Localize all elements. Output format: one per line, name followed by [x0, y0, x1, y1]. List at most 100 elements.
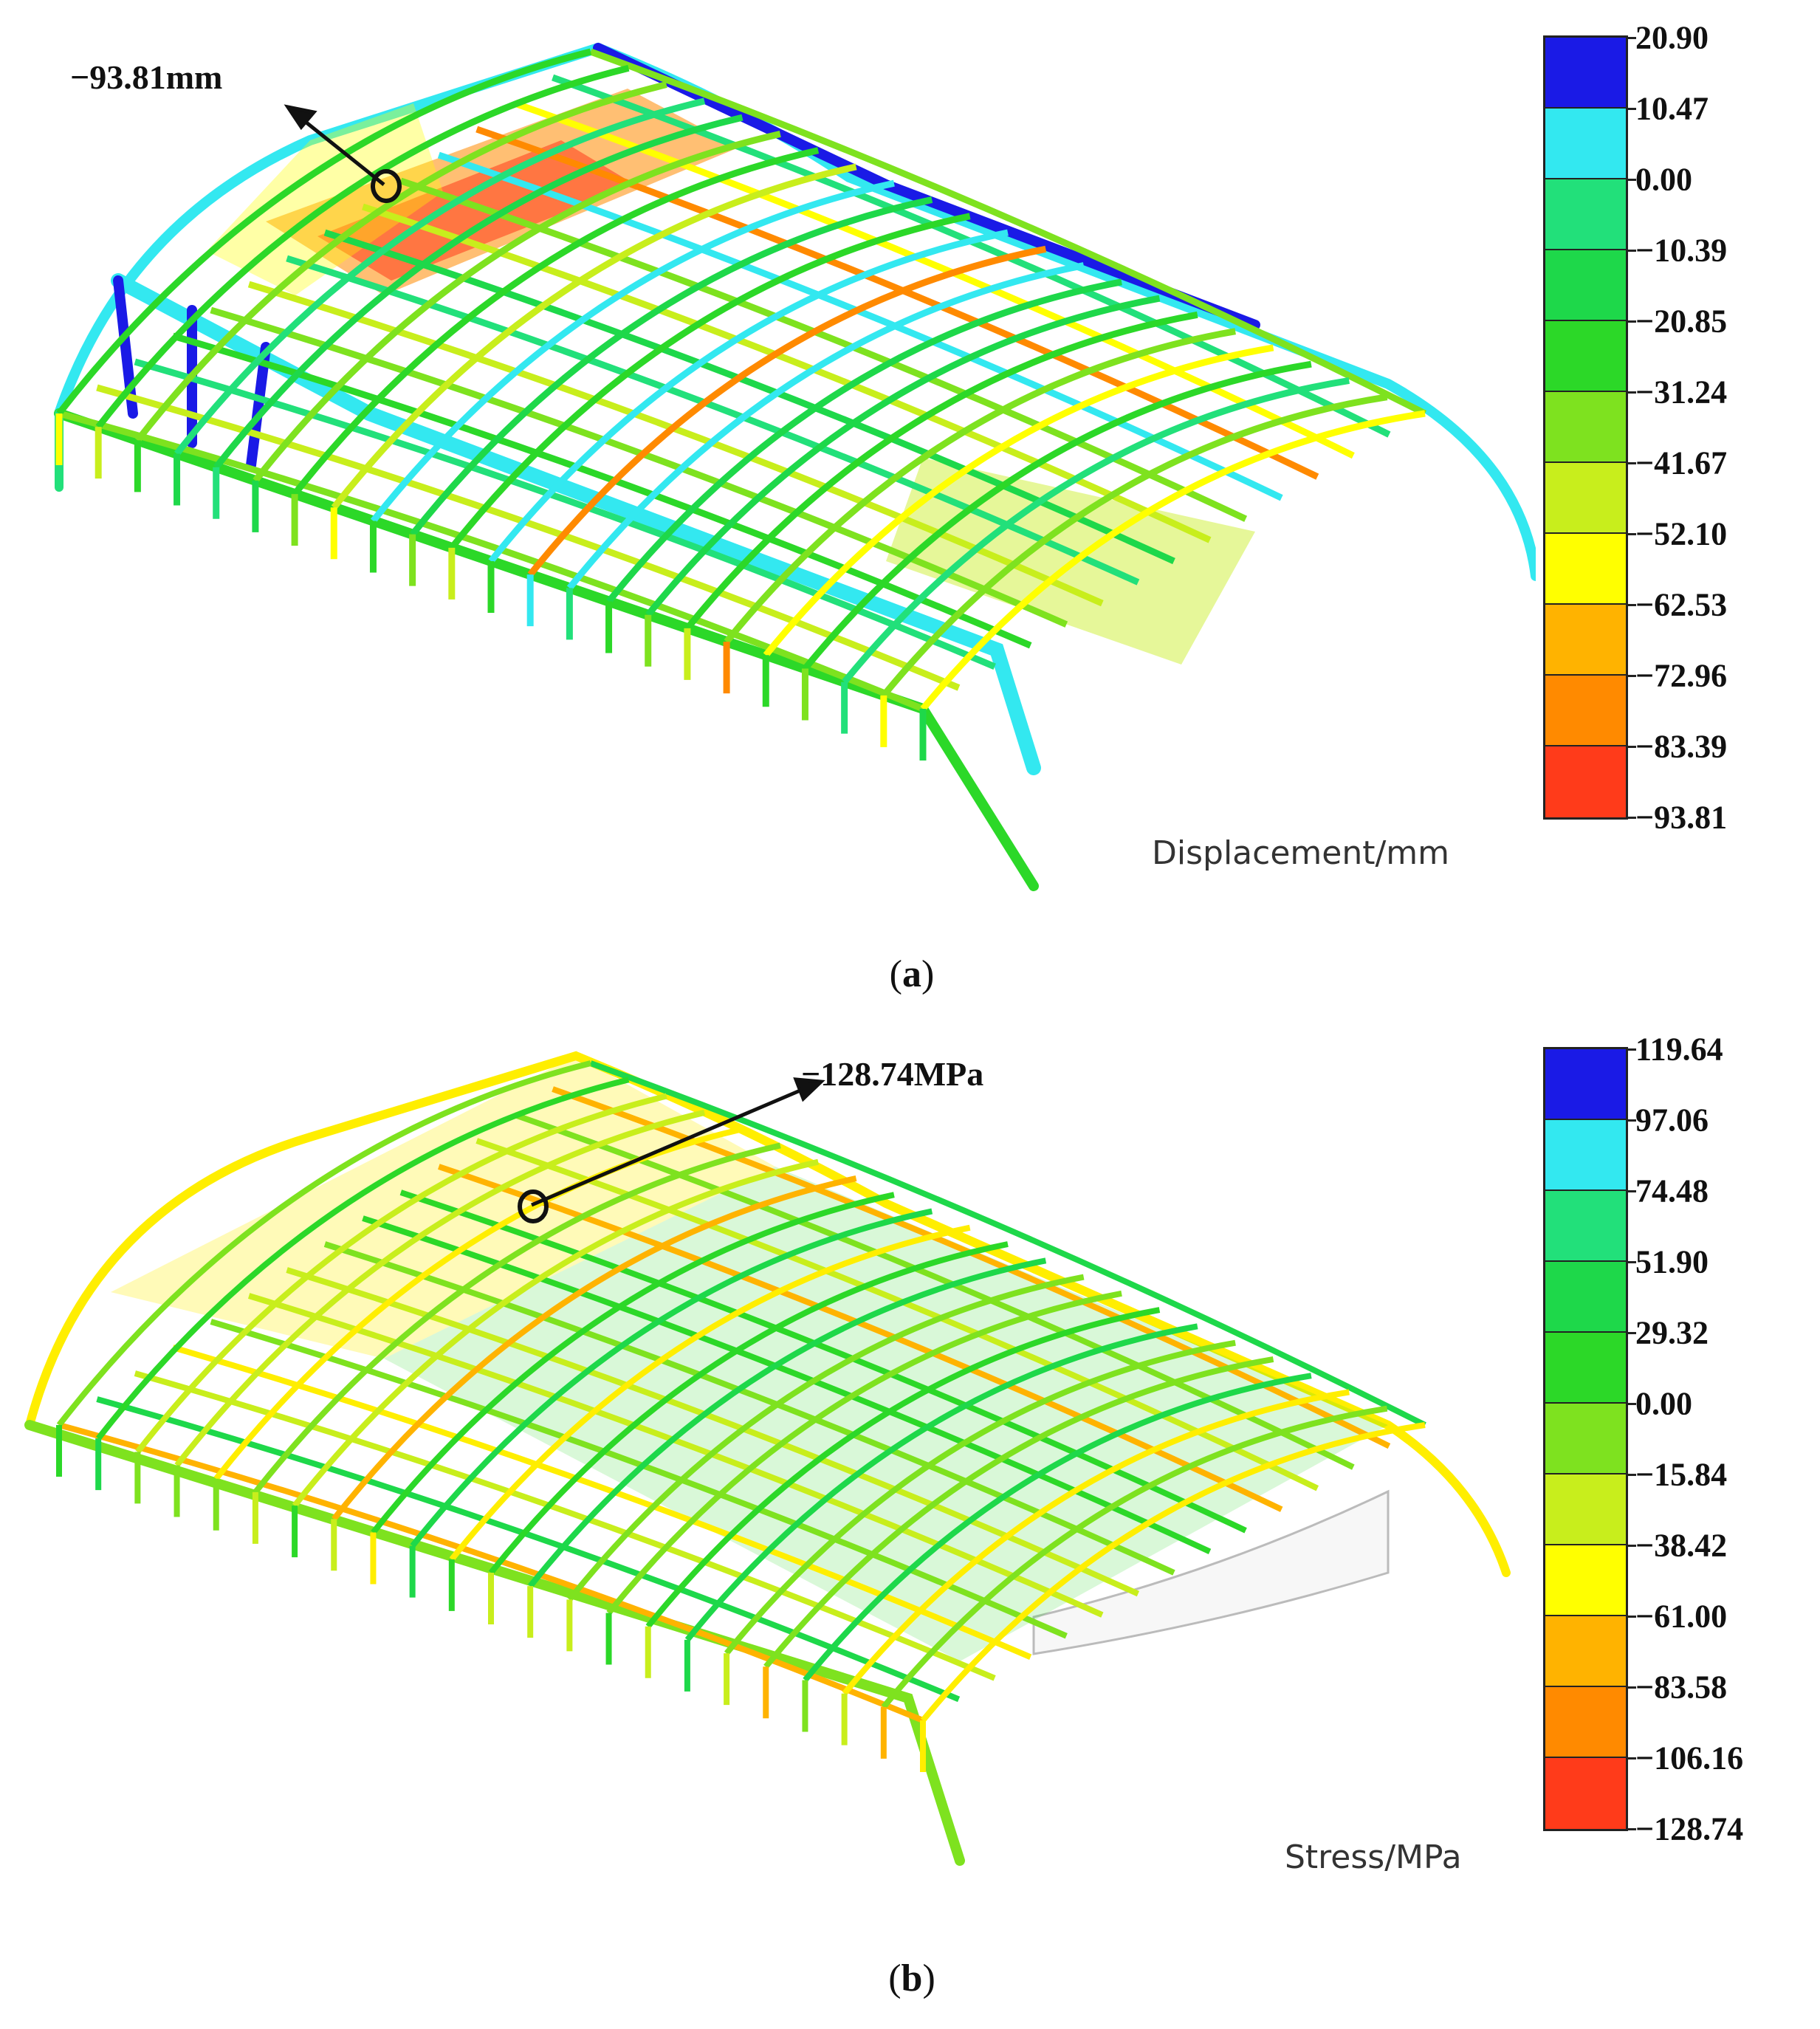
legend-swatch	[1545, 676, 1626, 746]
structural-member	[134, 81, 667, 443]
legend-tick-mark	[1626, 1545, 1636, 1547]
panel-a-displacement: −93.81mm 20.90 10.47 0.00 −10.39 −20.85 −31.2…	[0, 0, 1820, 995]
structural-member	[323, 229, 1175, 565]
structural-member	[56, 48, 592, 416]
legend-tick-label: 0.00	[1635, 1385, 1692, 1422]
structural-member	[803, 1373, 1312, 1682]
legend-tick-label: −41.67	[1635, 444, 1728, 481]
structural-member	[881, 1405, 1388, 1709]
legend-swatch	[1545, 1758, 1626, 1829]
legend-tick-label: −72.96	[1635, 657, 1728, 694]
callout-max-stress: −128.74MPa	[801, 1055, 984, 1093]
legend-tick-mark	[1626, 533, 1636, 535]
panel-b-stress: −128.74MPa 119.64 97.06 74.48 51.90 29.32 0.0…	[0, 1012, 1820, 1999]
structural-member	[475, 1138, 1319, 1491]
legend-tick-label: −128.74	[1635, 1810, 1744, 1847]
structural-member	[606, 278, 1122, 604]
structural-member	[371, 1192, 895, 1534]
structural-member	[763, 344, 1274, 658]
legend-tick-mark	[1626, 250, 1636, 252]
structural-member	[253, 130, 781, 483]
structural-member	[370, 179, 895, 523]
legend-tick-label: −52.10	[1635, 515, 1728, 552]
legend-swatch	[1545, 1120, 1626, 1191]
structural-member	[323, 1241, 1175, 1576]
legend-tick-label: −10.39	[1635, 232, 1728, 269]
displacement-contour-model	[54, 42, 1536, 891]
legend-swatch	[1545, 38, 1626, 109]
structural-member	[566, 262, 1085, 591]
legend-tick-mark	[1626, 108, 1636, 110]
structural-member	[449, 213, 971, 550]
structural-member	[589, 48, 1427, 417]
legend-tick-label: 20.90	[1635, 19, 1709, 56]
legend-tick-mark	[1626, 1757, 1636, 1760]
structural-member	[410, 1208, 933, 1548]
structural-member	[362, 1215, 1212, 1555]
structural-member	[488, 1241, 1009, 1575]
structural-member	[331, 163, 857, 510]
structural-member	[210, 306, 1068, 628]
legend-swatch	[1545, 1191, 1626, 1262]
legend-swatch	[1545, 109, 1626, 179]
legend-tick-label: 10.47	[1635, 90, 1709, 127]
legend-tick-label: −62.53	[1635, 586, 1728, 623]
structural-member	[567, 1274, 1085, 1601]
structural-member	[253, 1142, 781, 1494]
legend-swatch	[1545, 1333, 1626, 1404]
legend-tick-mark	[1626, 1332, 1636, 1334]
structural-member	[362, 203, 1212, 543]
legend-color-bar	[1543, 35, 1628, 820]
structural-member	[56, 1060, 591, 1427]
structural-member	[763, 1356, 1274, 1669]
legend-tick-mark	[1626, 1474, 1636, 1476]
legend-tick-label: −106.16	[1635, 1740, 1744, 1776]
legend-tick-label: −83.58	[1635, 1669, 1728, 1706]
legend-color-bar	[1543, 1047, 1628, 1831]
legend-tick-mark	[1626, 1048, 1636, 1051]
structural-member	[842, 377, 1350, 684]
legend-tick-label: 74.48	[1635, 1173, 1709, 1209]
legend-tick-label: −15.84	[1635, 1456, 1728, 1493]
structural-member	[528, 1257, 1047, 1588]
structural-member	[174, 1109, 706, 1468]
structural-member	[213, 114, 744, 470]
structural-member	[589, 1060, 1426, 1428]
legend-tick-mark	[1626, 37, 1636, 39]
legend-tick-mark	[1626, 462, 1636, 464]
legend-swatch	[1545, 179, 1626, 250]
structural-member	[684, 1323, 1198, 1642]
legend-tick-label: −61.00	[1635, 1598, 1728, 1635]
legend-tick-mark	[1626, 1190, 1636, 1192]
structural-member	[724, 1339, 1236, 1655]
legend-tick-label: 97.06	[1635, 1102, 1709, 1139]
legend-tick-label: −20.85	[1635, 303, 1728, 340]
legend-tick-mark	[1626, 604, 1636, 606]
legend-tick-label: 119.64	[1635, 1031, 1723, 1068]
caption-b: (b)	[888, 1957, 935, 1999]
structural-member	[606, 1290, 1122, 1616]
structural-member	[920, 1422, 1426, 1723]
legend-swatch	[1545, 1049, 1626, 1120]
structural-member	[475, 126, 1319, 480]
structural-member	[135, 1093, 667, 1454]
stress-contour-model	[24, 1051, 1511, 1866]
legend-swatch	[1545, 1262, 1626, 1333]
legend-swatch	[1545, 605, 1626, 676]
structural-member	[332, 1175, 857, 1521]
structural-member	[174, 97, 706, 456]
legend-swatch	[1545, 746, 1626, 817]
structural-member	[645, 295, 1161, 617]
legend-tick-label: −93.81	[1635, 799, 1728, 836]
legend-tick-mark	[1626, 1686, 1636, 1689]
structural-member	[802, 360, 1312, 671]
legend-tick-label: −38.42	[1635, 1527, 1728, 1564]
structural-member	[410, 196, 933, 537]
legend-swatch	[1545, 392, 1626, 463]
structural-member	[449, 1224, 971, 1562]
structural-member	[527, 245, 1047, 577]
legend-tick-mark	[1626, 675, 1636, 677]
structural-member	[292, 1158, 820, 1508]
legend-tick-mark	[1626, 746, 1636, 748]
structural-member	[842, 1389, 1350, 1696]
